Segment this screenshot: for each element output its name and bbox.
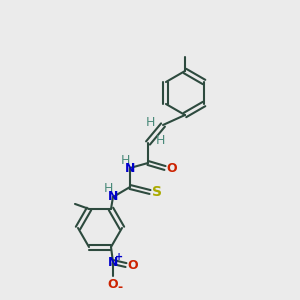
Text: H: H xyxy=(145,116,155,128)
Text: O: O xyxy=(167,161,177,175)
Text: H: H xyxy=(155,134,165,146)
Text: O: O xyxy=(128,259,138,272)
Text: -: - xyxy=(117,280,123,294)
Text: N: N xyxy=(108,190,118,203)
Text: O: O xyxy=(108,278,118,291)
Text: N: N xyxy=(108,256,118,268)
Text: H: H xyxy=(103,182,113,196)
Text: N: N xyxy=(125,161,135,175)
Text: H: H xyxy=(120,154,130,166)
Text: S: S xyxy=(152,185,162,199)
Text: +: + xyxy=(115,252,123,262)
